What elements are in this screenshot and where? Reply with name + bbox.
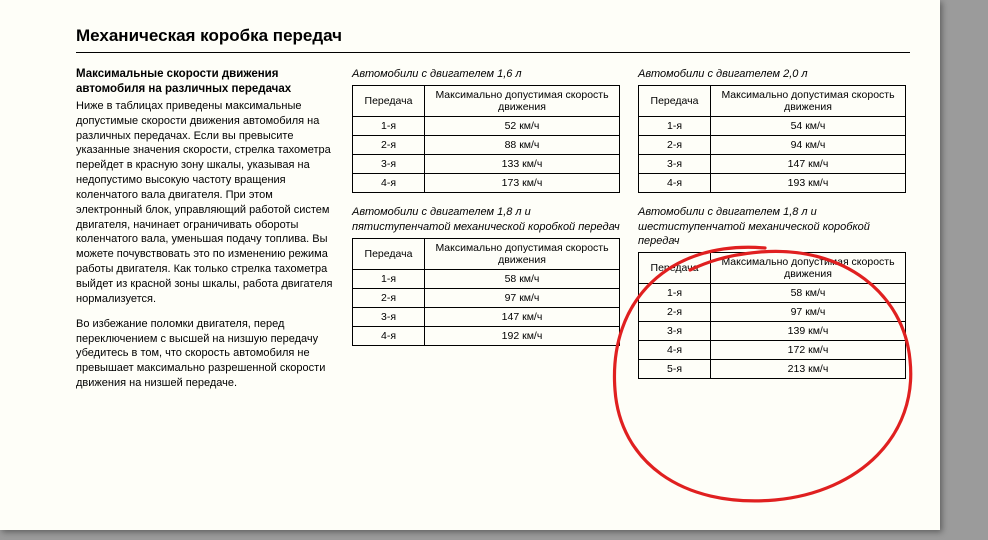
table-18-6: ПередачаМаксимально допустимая скорость … — [638, 252, 906, 379]
table-row: 3-я133 км/ч — [353, 155, 620, 174]
columns: Максимальные скорости движения автомобил… — [76, 67, 910, 401]
th-gear: Передача — [639, 86, 711, 117]
caption-18-6: Автомобили с двигателем 1,8 л и шестисту… — [638, 205, 906, 248]
left-para2: Во избежание поломки двигателя, перед пе… — [76, 317, 334, 391]
table-row: 3-я147 км/ч — [353, 307, 620, 326]
left-subhead: Максимальные скорости движения автомобил… — [76, 67, 334, 97]
table-row: 2-я88 км/ч — [353, 136, 620, 155]
caption-18-5: Автомобили с двигателем 1,8 л и пятиступ… — [352, 205, 620, 234]
th-gear: Передача — [639, 253, 711, 284]
th-gear: Передача — [353, 86, 425, 117]
table-row: 5-я213 км/ч — [639, 360, 906, 379]
th-speed: Максимально допустимая скорость движения — [425, 238, 620, 269]
table-row: 1-я58 км/ч — [639, 284, 906, 303]
column-mid: Автомобили с двигателем 1,6 л ПередачаМа… — [352, 67, 620, 401]
table-18-5: ПередачаМаксимально допустимая скорость … — [352, 238, 620, 346]
th-gear: Передача — [353, 238, 425, 269]
table-row: 1-я54 км/ч — [639, 117, 906, 136]
page-title: Механическая коробка передач — [76, 26, 910, 53]
document-page: Механическая коробка передач Максимальны… — [0, 0, 940, 530]
table-16: ПередачаМаксимально допустимая скорость … — [352, 85, 620, 193]
th-speed: Максимально допустимая скорость движения — [711, 86, 906, 117]
th-speed: Максимально допустимая скорость движения — [711, 253, 906, 284]
table-row: 2-я97 км/ч — [353, 288, 620, 307]
table-row: 4-я192 км/ч — [353, 326, 620, 345]
table-row: 4-я193 км/ч — [639, 174, 906, 193]
table-row: 4-я172 км/ч — [639, 341, 906, 360]
table-row: 2-я97 км/ч — [639, 303, 906, 322]
table-20: ПередачаМаксимально допустимая скорость … — [638, 85, 906, 193]
column-right: Автомобили с двигателем 2,0 л ПередачаМа… — [638, 67, 906, 401]
table-row: 3-я139 км/ч — [639, 322, 906, 341]
table-row: 3-я147 км/ч — [639, 155, 906, 174]
table-row: 2-я94 км/ч — [639, 136, 906, 155]
caption-16: Автомобили с двигателем 1,6 л — [352, 67, 620, 81]
left-para1: Ниже в таблицах приведены максимальные д… — [76, 99, 334, 307]
table-row: 1-я58 км/ч — [353, 269, 620, 288]
table-row: 1-я52 км/ч — [353, 117, 620, 136]
th-speed: Максимально допустимая скорость движения — [425, 86, 620, 117]
column-left: Максимальные скорости движения автомобил… — [76, 67, 334, 401]
caption-20: Автомобили с двигателем 2,0 л — [638, 67, 906, 81]
table-row: 4-я173 км/ч — [353, 174, 620, 193]
